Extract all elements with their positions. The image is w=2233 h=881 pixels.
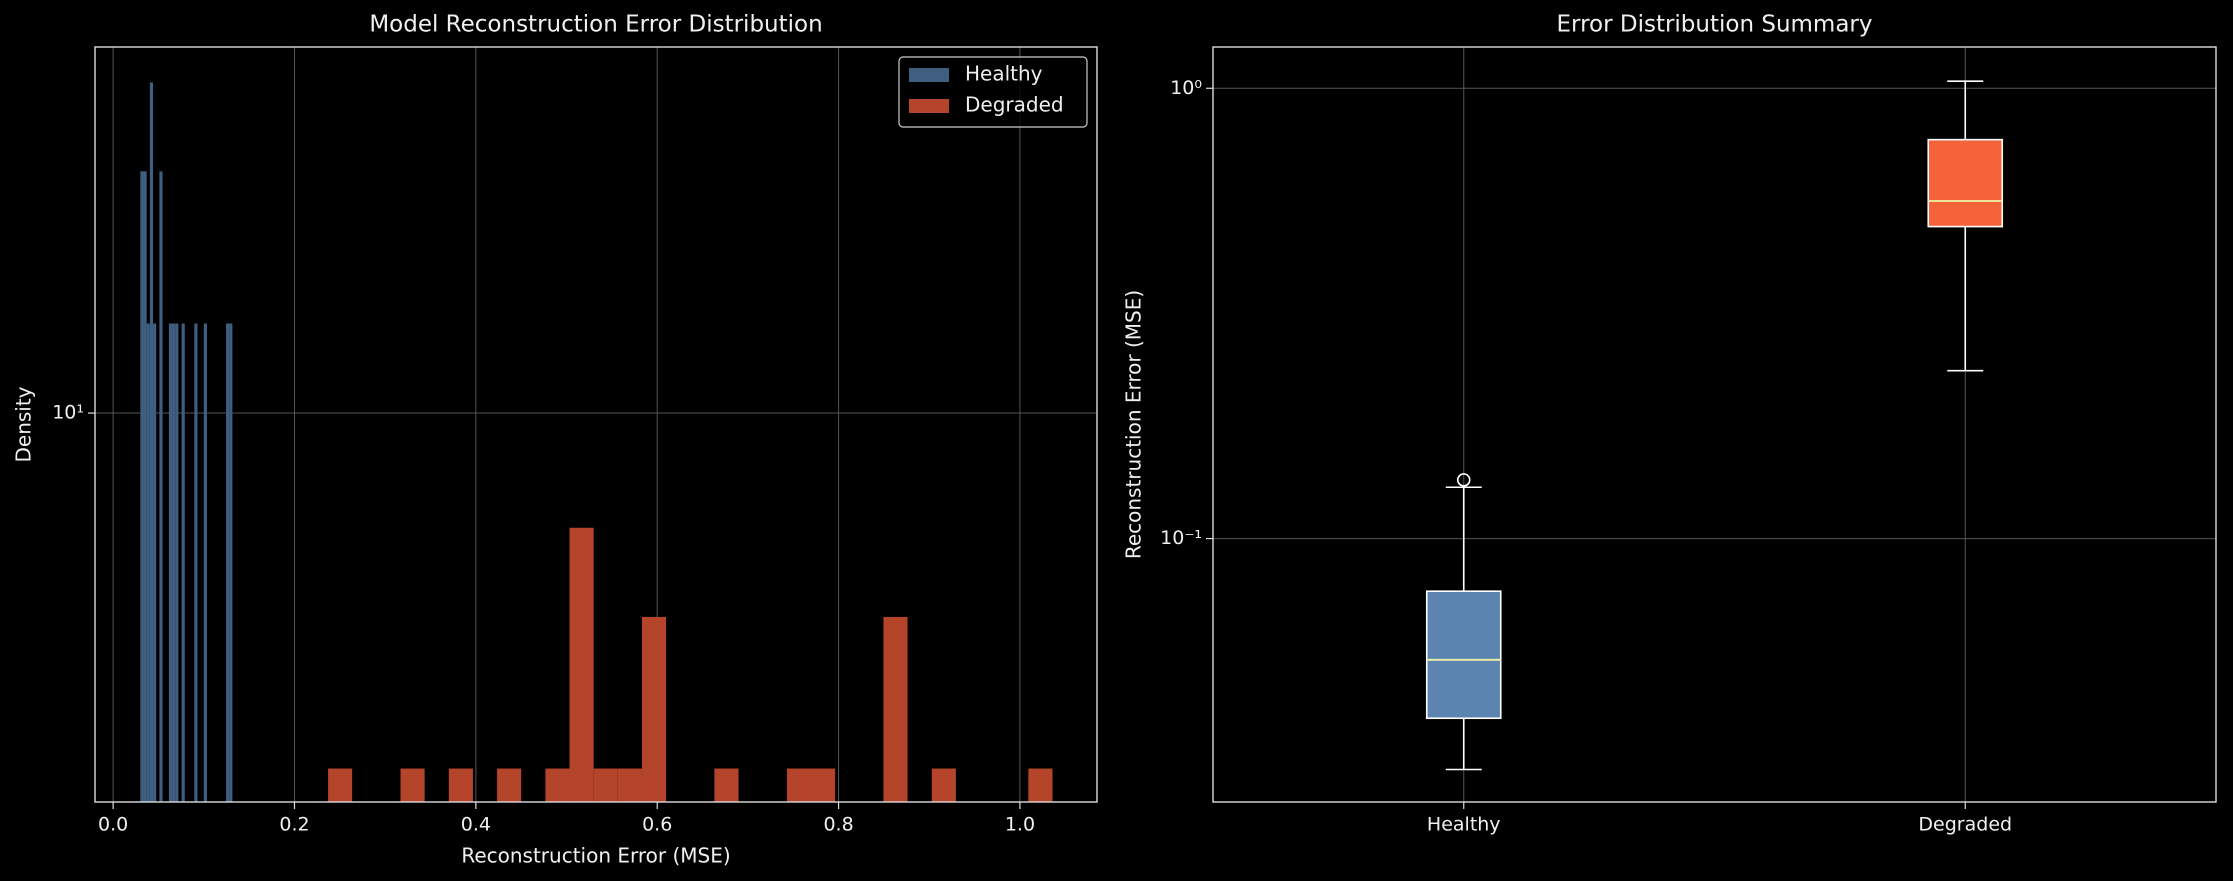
x-axis-label: Reconstruction Error (MSE) <box>461 844 730 868</box>
legend-label: Healthy <box>965 62 1043 86</box>
histogram-bar <box>569 527 594 802</box>
histogram-bar <box>641 616 667 802</box>
histogram-bar <box>229 323 233 802</box>
histogram-bar <box>1028 768 1053 802</box>
histogram-bar <box>226 323 230 802</box>
histogram-bar <box>714 768 739 802</box>
histogram-bar <box>149 82 154 802</box>
axes-frame <box>94 46 1098 803</box>
y-axis-label: Density <box>12 386 36 462</box>
histogram-bar <box>786 768 811 802</box>
histogram-bar <box>153 323 157 802</box>
histogram-bar <box>328 768 353 802</box>
x-tick-label: 1.0 <box>1005 814 1035 836</box>
histogram-bar <box>448 768 473 802</box>
x-tick-label: 0.4 <box>461 814 491 836</box>
box <box>1425 590 1502 720</box>
x-tick-label: 0.0 <box>98 814 128 836</box>
chart-title: Model Reconstruction Error Distribution <box>369 12 822 38</box>
x-tick-label: 0.8 <box>823 814 853 836</box>
histogram-bar <box>159 171 163 802</box>
histogram-bar <box>593 768 618 802</box>
box <box>1927 138 2004 228</box>
histogram-bar <box>810 768 836 802</box>
histogram-bar <box>545 768 570 802</box>
histogram-bar <box>497 768 522 802</box>
x-tick-label: 0.6 <box>642 814 672 836</box>
histogram-bar <box>931 768 956 802</box>
legend-swatch <box>909 68 949 82</box>
x-tick-label: 0.2 <box>279 814 309 836</box>
histogram-bar <box>146 323 150 802</box>
histogram-bar <box>617 768 642 802</box>
x-tick-label: Healthy <box>1427 814 1501 836</box>
axes-frame <box>1212 46 2217 803</box>
histogram-bar <box>140 171 144 802</box>
legend-swatch <box>909 99 949 113</box>
histogram-bar <box>203 323 207 802</box>
histogram-bar <box>143 171 147 802</box>
legend-label: Degraded <box>965 93 1064 117</box>
y-axis-label: Reconstruction Error (MSE) <box>1122 290 1146 559</box>
histogram-bar <box>175 323 179 802</box>
histogram-bar <box>168 323 173 802</box>
outlier <box>1456 473 1471 487</box>
x-tick-label: Degraded <box>1918 814 2012 836</box>
histogram-bar <box>172 323 176 802</box>
histogram-bar <box>194 323 198 802</box>
histogram-bar <box>181 323 185 802</box>
histogram-bar <box>400 768 425 802</box>
histogram-bar <box>883 616 908 802</box>
y-tick-label: 10¹ <box>52 402 84 424</box>
y-tick-label: 10⁰ <box>1170 77 1202 99</box>
chart-title: Error Distribution Summary <box>1556 12 1872 38</box>
y-tick-label: 10⁻¹ <box>1160 527 1202 549</box>
